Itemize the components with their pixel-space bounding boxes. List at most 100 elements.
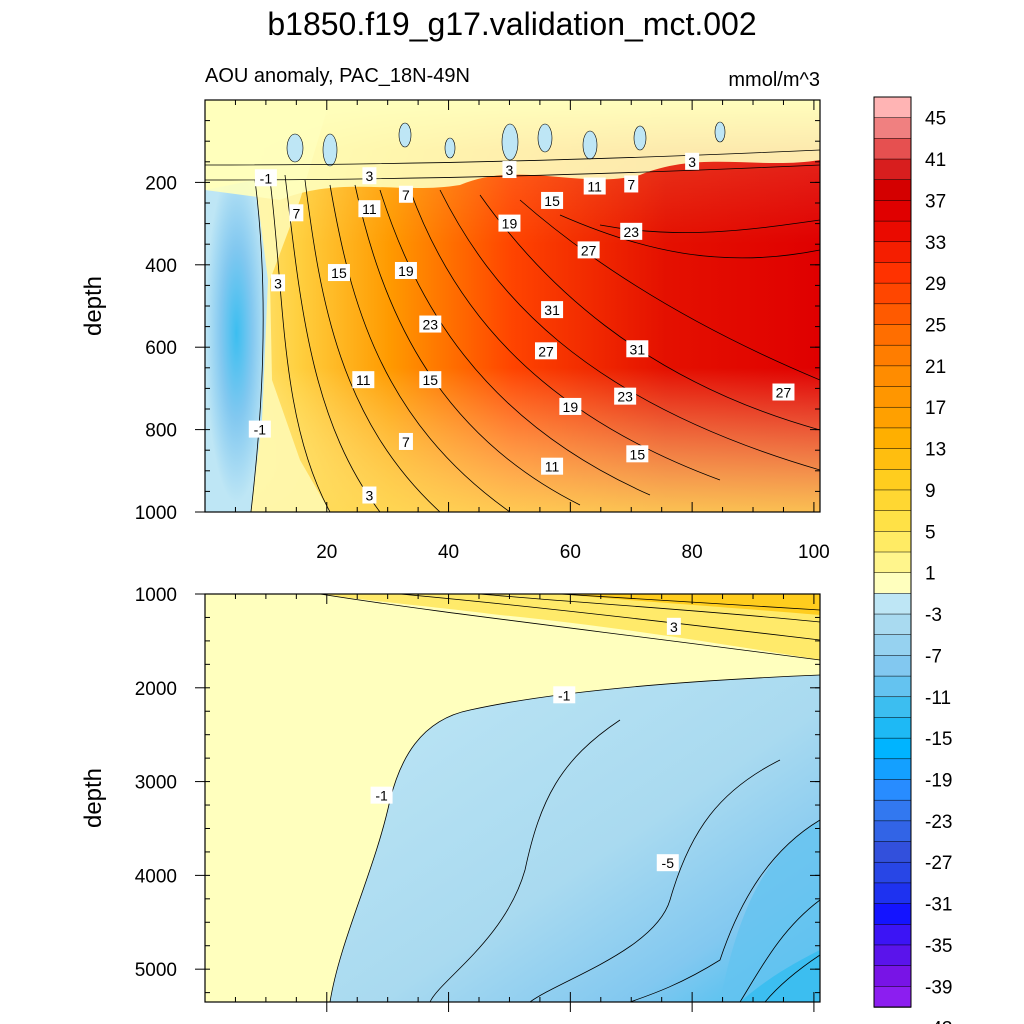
top-contours bbox=[205, 149, 820, 512]
colorbar-label: -31 bbox=[925, 895, 952, 916]
top-contour-label: 27 bbox=[534, 342, 557, 360]
bottom-contours bbox=[319, 594, 820, 1002]
top-y-tick-label: 200 bbox=[145, 173, 177, 194]
colorbar-label: 13 bbox=[925, 440, 946, 461]
colorbar: 45 41 37 33 29 25 21 17 13 9 5 1 -3 -7 -11 -15 -19 -23 -27… bbox=[873, 96, 952, 1024]
svg-text:3: 3 bbox=[506, 162, 514, 178]
colorbar-swatch bbox=[873, 282, 912, 305]
colorbar-swatch bbox=[873, 986, 912, 1008]
top-contour-label: 3 bbox=[362, 486, 377, 504]
svg-text:27: 27 bbox=[581, 242, 597, 258]
svg-text:-1: -1 bbox=[260, 170, 273, 186]
top-contour-label: 19 bbox=[498, 214, 521, 232]
svg-text:11: 11 bbox=[587, 179, 602, 195]
colorbar-label: 29 bbox=[925, 274, 946, 295]
colorbar-swatch bbox=[873, 365, 912, 388]
colorbar-swatch bbox=[873, 613, 912, 636]
top-contour-label: 11 bbox=[583, 177, 606, 195]
colorbar-frame bbox=[873, 96, 912, 1008]
colorbar-swatch bbox=[873, 469, 912, 491]
svg-text:11: 11 bbox=[356, 372, 371, 388]
svg-text:11: 11 bbox=[545, 459, 560, 475]
colorbar-swatch bbox=[873, 158, 912, 181]
colorbar-swatch bbox=[873, 924, 912, 946]
top-contour-label: -1 bbox=[248, 420, 271, 438]
chart-title: b1850.f19_g17.validation_mct.002 bbox=[267, 6, 756, 42]
colorbar-swatch bbox=[873, 200, 912, 222]
bottom-y-tick-label: 4000 bbox=[135, 866, 177, 887]
colorbar-label: 45 bbox=[925, 109, 946, 130]
colorbar-swatch bbox=[873, 241, 912, 264]
top-contour-label: 3 bbox=[271, 274, 286, 292]
subtitle-left: AOU anomaly, PAC_18N-49N bbox=[205, 65, 470, 87]
colorbar-swatch bbox=[873, 489, 912, 512]
colorbar-swatch bbox=[873, 717, 912, 739]
top-contour-label: 15 bbox=[327, 264, 350, 282]
bottom-panel-frame bbox=[204, 593, 821, 1003]
svg-text:7: 7 bbox=[402, 434, 410, 450]
bottom-contour-label: -1 bbox=[553, 686, 576, 704]
svg-text:3: 3 bbox=[366, 168, 374, 184]
svg-text:7: 7 bbox=[402, 187, 410, 203]
colorbar-swatch bbox=[873, 903, 912, 926]
colorbar-label: -15 bbox=[925, 729, 952, 750]
svg-text:3: 3 bbox=[274, 275, 282, 291]
colorbar-swatch bbox=[873, 965, 912, 988]
colorbar-swatch bbox=[873, 758, 912, 781]
top-y-tick-label: 800 bbox=[145, 421, 177, 442]
colorbar-label: -27 bbox=[925, 853, 952, 874]
top-x-tick-label: 100 bbox=[798, 542, 830, 563]
svg-text:31: 31 bbox=[630, 341, 646, 357]
colorbar-swatch bbox=[873, 96, 912, 119]
top-contour-label: 3 bbox=[685, 152, 700, 170]
colorbar-label: -43 bbox=[925, 1019, 952, 1024]
svg-text:15: 15 bbox=[544, 193, 560, 209]
top-y-tick-label: 600 bbox=[145, 338, 177, 359]
colorbar-swatch bbox=[873, 737, 912, 760]
top-contour-label: 19 bbox=[559, 397, 582, 415]
bottom-contour-label: -5 bbox=[656, 854, 679, 872]
top-contour-label: 7 bbox=[624, 175, 639, 193]
colorbar-swatch bbox=[873, 220, 912, 243]
svg-text:-5: -5 bbox=[662, 855, 675, 871]
top-contour-label: 27 bbox=[577, 241, 600, 259]
top-contour-label: 19 bbox=[394, 261, 417, 279]
subtitle-right: mmol/m^3 bbox=[728, 69, 820, 91]
svg-text:3: 3 bbox=[366, 488, 374, 504]
top-contour-label: 7 bbox=[289, 204, 304, 222]
svg-text:-1: -1 bbox=[375, 788, 388, 804]
top-contour-label: 7 bbox=[398, 432, 413, 450]
colorbar-swatch bbox=[873, 531, 912, 553]
bottom-panel-field bbox=[205, 594, 820, 1002]
svg-text:7: 7 bbox=[627, 176, 635, 192]
top-y-tick-label: 1000 bbox=[135, 503, 177, 524]
svg-text:19: 19 bbox=[502, 216, 518, 232]
colorbar-swatch bbox=[873, 344, 912, 367]
colorbar-swatch bbox=[873, 427, 912, 450]
colorbar-label: 37 bbox=[925, 191, 946, 212]
colorbar-swatch bbox=[873, 448, 912, 471]
colorbar-swatch bbox=[873, 179, 912, 202]
top-x-tick-label: 40 bbox=[438, 542, 459, 563]
colorbar-label: -35 bbox=[925, 936, 952, 957]
colorbar-swatch bbox=[873, 655, 912, 677]
top-axes: 20 40 60 80 100 200 400 600 800 1000 bbox=[135, 100, 830, 563]
colorbar-label: -7 bbox=[925, 646, 942, 667]
colorbar-swatch bbox=[873, 944, 912, 967]
svg-text:3: 3 bbox=[670, 619, 678, 635]
colorbar-label: -3 bbox=[925, 605, 942, 626]
svg-text:15: 15 bbox=[423, 372, 439, 388]
svg-text:19: 19 bbox=[398, 263, 414, 279]
colorbar-label: 21 bbox=[925, 357, 946, 378]
svg-text:27: 27 bbox=[538, 343, 554, 359]
colorbar-swatch bbox=[873, 779, 912, 801]
colorbar-swatch bbox=[873, 841, 912, 863]
svg-text:11: 11 bbox=[362, 201, 377, 217]
bottom-y-axis-label: depth bbox=[80, 768, 107, 828]
svg-text:19: 19 bbox=[563, 399, 579, 415]
colorbar-swatch bbox=[873, 675, 912, 698]
colorbar-label: -23 bbox=[925, 812, 952, 833]
colorbar-swatch bbox=[873, 799, 912, 822]
colorbar-swatch bbox=[873, 406, 912, 429]
